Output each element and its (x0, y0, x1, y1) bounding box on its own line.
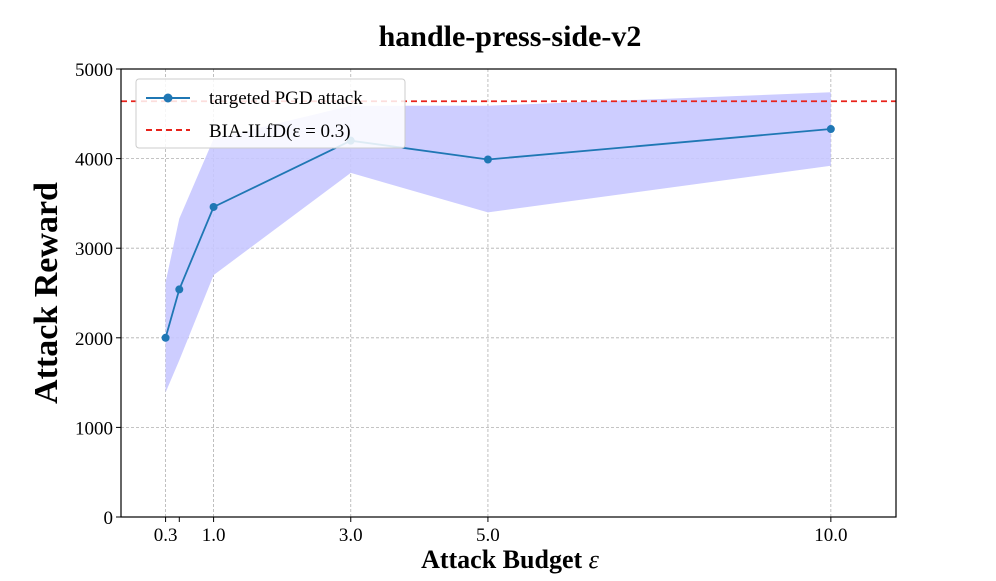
chart-title: handle-press-side-v2 (379, 20, 642, 53)
legend-box (135, 78, 406, 149)
pgd-data-point (175, 285, 184, 294)
x-tick-label: 3.0 (339, 525, 363, 546)
confidence-band-layer (165, 92, 831, 393)
confidence-band (165, 92, 831, 393)
pgd-data-point (826, 125, 835, 134)
legend: targeted PGD attack BIA-ILfD(ε = 0.3) (135, 78, 406, 149)
x-tick-label: 10.0 (814, 525, 847, 546)
plot-frame (120, 68, 897, 518)
y-tick-label: 3000 (75, 239, 113, 260)
legend-marker-pgd (163, 93, 173, 103)
x-tick-label: 5.0 (476, 525, 500, 546)
x-axis: 0.3 1.0 3.0 5.0 10.0 (154, 517, 847, 546)
pgd-series-line (164, 128, 831, 339)
pgd-data-point (161, 333, 170, 342)
pgd-data-point (483, 155, 492, 164)
pgd-data-point (209, 202, 218, 211)
y-tick-label: 1000 (75, 418, 113, 439)
y-tick-label: 4000 (75, 150, 113, 171)
x-tick-label: 1.0 (202, 525, 226, 546)
legend-label-pgd: targeted PGD attack (209, 88, 363, 109)
legend-label-bia: BIA-ILfD(ε = 0.3) (209, 121, 351, 142)
y-tick-label: 0 (104, 508, 114, 529)
y-axis: 0 1000 2000 3000 4000 5000 (75, 60, 121, 529)
y-tick-label: 5000 (75, 60, 113, 81)
y-tick-label: 2000 (75, 329, 113, 350)
x-axis-label: Attack Budget ε (421, 545, 600, 574)
x-tick-label: 0.3 (154, 525, 178, 546)
y-axis-label: Attack Reward (28, 182, 65, 404)
